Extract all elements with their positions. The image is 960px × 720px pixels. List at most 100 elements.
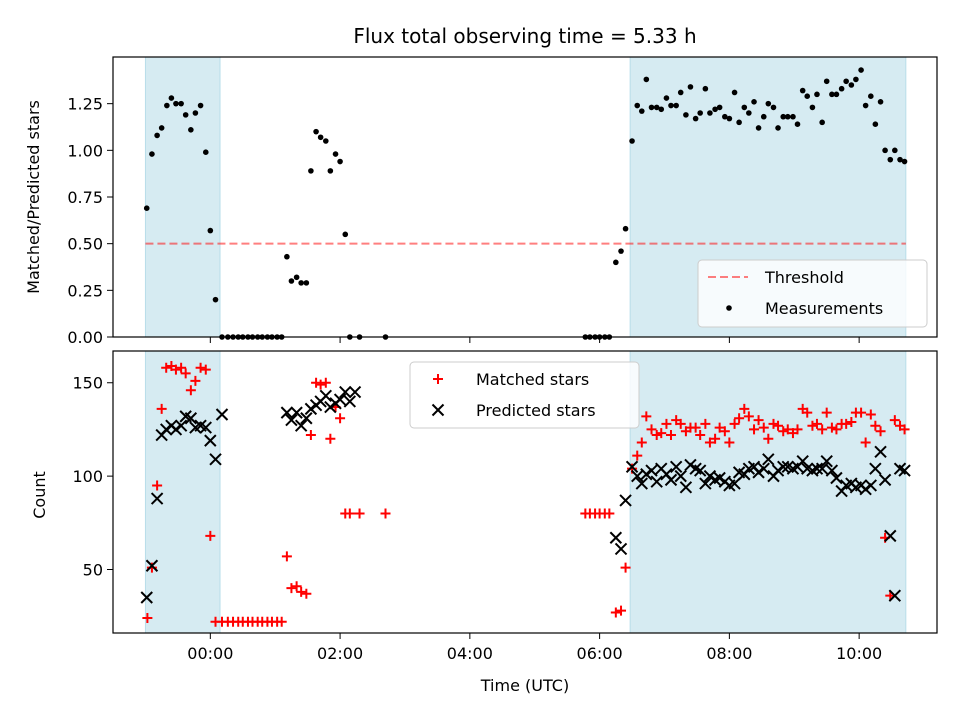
measurement-point <box>872 121 879 127</box>
measurement-point <box>780 113 787 120</box>
matched-star-point <box>714 422 725 433</box>
matched-star-point <box>156 403 167 414</box>
matched-star-point <box>325 433 336 444</box>
matched-star-point <box>817 424 828 435</box>
matched-star-point <box>276 616 287 627</box>
predicted-star-point <box>820 454 833 468</box>
measurement-point <box>784 113 791 120</box>
matched-star-point <box>152 480 163 491</box>
measurement-point <box>809 104 816 111</box>
measurement-point <box>858 67 864 73</box>
matched-star-point <box>311 377 322 388</box>
predicted-star-point <box>333 393 347 406</box>
measurement-point <box>164 102 170 109</box>
matched-star-point <box>675 418 686 429</box>
matched-star-point <box>690 422 701 433</box>
predicted-star-point <box>304 402 318 416</box>
measurement-point <box>327 168 334 174</box>
predicted-star-point <box>145 559 159 572</box>
measurement-point <box>707 110 713 116</box>
matched-star-point <box>870 420 881 431</box>
top-y-axis-label: Matched/Predicted stars <box>24 100 43 294</box>
matched-star-point <box>826 422 837 433</box>
legend-threshold-label: Threshold <box>764 268 844 287</box>
measurement-point <box>868 93 874 99</box>
legend-bottom: Matched stars Predicted stars <box>409 361 640 429</box>
predicted-star-point <box>864 479 878 492</box>
predicted-star-point <box>640 468 653 481</box>
matched-star-point <box>205 530 216 541</box>
predicted-star-point <box>664 473 678 487</box>
matched-star-point <box>656 428 667 439</box>
y-tick-label: 0.25 <box>67 281 103 300</box>
bottom-y-axis-label: Count <box>30 471 49 519</box>
measurement-point <box>683 112 689 118</box>
measurement-point <box>197 102 204 109</box>
matched-star-point <box>176 362 187 373</box>
predicted-star-point <box>757 462 770 475</box>
predicted-star-point <box>209 453 222 466</box>
predicted-star-point <box>348 385 362 399</box>
predicted-star-point <box>830 471 843 485</box>
measurement-point <box>697 110 703 116</box>
legend-top: Threshold Measurements <box>697 259 928 328</box>
y-tick-label: 150 <box>72 374 103 393</box>
measurement-point <box>829 91 835 98</box>
matched-star-point <box>821 407 832 418</box>
predicted-star-point <box>645 464 658 477</box>
matched-star-point <box>743 411 754 422</box>
matched-star-point <box>616 605 627 616</box>
matched-star-point <box>700 418 711 429</box>
predicted-star-point <box>614 542 628 556</box>
measurement-point <box>775 125 781 131</box>
predicted-star-point <box>810 462 824 475</box>
matched-star-point <box>758 422 769 433</box>
measurement-point <box>677 89 684 96</box>
measurement-point <box>663 95 670 101</box>
measurement-point <box>212 296 219 303</box>
predicted-star-point <box>684 458 697 472</box>
measurement-point <box>182 112 189 118</box>
y-tick-label: 0.75 <box>67 188 103 207</box>
measurement-point <box>799 87 806 94</box>
measurement-point <box>154 132 160 139</box>
x-tick-label: 06:00 <box>577 644 623 663</box>
matched-star-point <box>335 413 346 424</box>
predicted-star-point <box>825 464 839 477</box>
axes-frame <box>112 350 938 634</box>
matched-star-point <box>170 364 181 375</box>
predicted-star-point <box>669 460 683 473</box>
bottom-panel: 50 100 150 00:00 02:00 04:00 06:00 08:00 10:00 Ma… <box>72 350 938 663</box>
measurement-point <box>293 274 300 281</box>
predicted-star-point <box>159 423 173 436</box>
measurement-point <box>746 110 752 116</box>
predicted-star-point <box>215 408 229 421</box>
matched-star-point <box>661 418 672 429</box>
matched-star-point <box>889 415 900 426</box>
measurement-point <box>284 253 290 260</box>
measurement-point <box>843 78 849 85</box>
measurement-point <box>770 104 777 111</box>
measurement-point <box>673 102 679 109</box>
predicted-star-point <box>869 462 882 475</box>
predicted-star-point <box>874 445 887 459</box>
predicted-star-point <box>762 453 775 466</box>
matched-star-point <box>641 411 652 422</box>
predicted-star-point <box>625 460 639 473</box>
measurement-point <box>149 151 155 157</box>
measurement-point <box>716 104 723 111</box>
measurement-point <box>303 280 310 286</box>
matched-star-point <box>763 433 774 444</box>
predicted-star-point <box>777 460 790 473</box>
matched-star-point <box>749 424 760 435</box>
matched-star-point <box>344 508 355 519</box>
measurement-point <box>643 76 650 83</box>
matched-star-point <box>651 430 662 441</box>
y-tick-label: 50 <box>83 561 103 580</box>
predicted-star-point <box>898 464 911 477</box>
x-tick-label: 02:00 <box>317 644 363 663</box>
matched-star-point <box>180 368 191 379</box>
measurement-point <box>814 91 820 98</box>
shaded-span <box>144 56 221 338</box>
